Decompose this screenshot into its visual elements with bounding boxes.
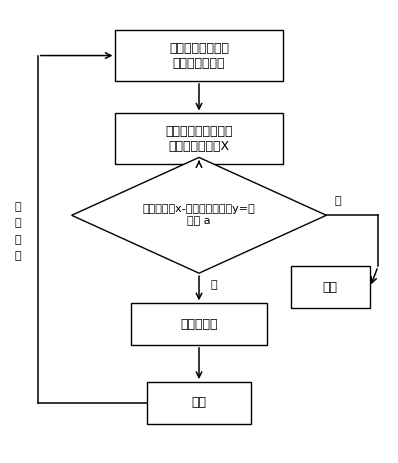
Text: 是: 是 xyxy=(334,196,341,206)
Text: 将扇形段进出口位
置压到机械最低: 将扇形段进出口位 置压到机械最低 xyxy=(169,42,229,69)
Text: 手持式辊缝仪测量扇
形段实际开口度X: 手持式辊缝仪测量扇 形段实际开口度X xyxy=(165,125,233,153)
Bar xyxy=(147,382,251,424)
Polygon shape xyxy=(72,157,326,273)
Text: 实际开口度x-传感器显示数値y=标
准差 a: 实际开口度x-传感器显示数値y=标 准差 a xyxy=(142,205,256,226)
Text: 重
新
验
证: 重 新 验 证 xyxy=(15,202,21,261)
Bar xyxy=(115,113,283,164)
Text: 确定校验値: 确定校验値 xyxy=(180,318,218,331)
Text: 结束: 结束 xyxy=(323,281,338,294)
Bar xyxy=(291,266,370,308)
Text: 否: 否 xyxy=(211,280,218,290)
Bar xyxy=(131,303,267,345)
Bar xyxy=(115,30,283,81)
Text: 校验: 校验 xyxy=(191,396,207,409)
